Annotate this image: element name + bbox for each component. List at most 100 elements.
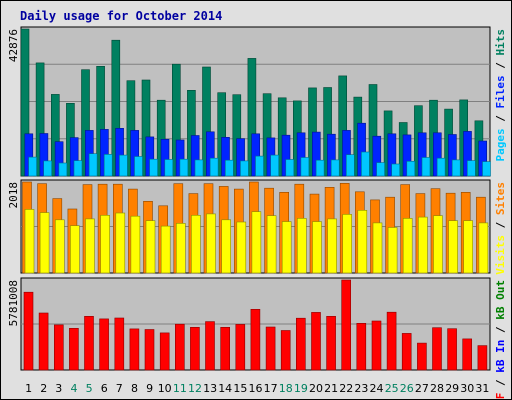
hits-panel-legend-item-4: Hits [494,29,507,56]
kbytes-panel-max-label: 5781008 [7,280,20,326]
sites-panel-legend: Visits / Sites [494,182,507,275]
hits-panel-bar-pages-day-25 [391,163,401,177]
kbytes-panel-bar-kb-f-day-20 [311,312,321,371]
day-label-4: 4 [71,382,78,395]
hits-panel-bar-pages-day-13 [209,157,219,177]
kbytes-panel-bar-kb-f-day-5 [84,315,94,371]
hits-panel-bar-pages-day-26 [406,161,416,177]
day-label-19: 19 [294,382,308,395]
kbytes-panel-legend-item-0: kB F [494,393,507,400]
hits-panel: 42876 Pages / Files / Hits [7,26,507,177]
hits-panel-bar-pages-day-20 [315,159,325,177]
day-label-9: 9 [146,382,153,395]
day-label-30: 30 [460,382,474,395]
day-label-14: 14 [218,382,232,395]
day-label-18: 18 [279,382,293,395]
day-label-27: 27 [415,382,429,395]
hits-panel-bar-pages-day-8 [134,156,143,177]
kbytes-panel-bar-kb-f-day-24 [371,320,382,371]
day-label-20: 20 [309,382,323,395]
kbytes-panel: 5781008 kB F / kB In / kB Out [7,277,507,400]
kbytes-panel-legend-item-2: kB In [494,340,507,373]
kbytes-panel-bar-kb-f-day-30 [462,338,473,371]
hits-panel-bar-pages-day-22 [345,154,355,177]
day-label-6: 6 [101,382,108,395]
kbytes-panel-bar-kb-f-day-6 [99,318,109,371]
hits-panel-bar-pages-day-23 [361,151,370,177]
kbytes-panel-bar-kb-f-day-14 [220,326,230,371]
day-label-13: 13 [203,382,217,395]
hits-panel-bar-pages-day-5 [88,153,98,177]
hits-panel-bar-pages-day-7 [119,154,128,177]
hits-panel-legend-item-2: Files [494,75,507,108]
sites-panel-bar-visits-day-18 [281,221,292,274]
hits-panel-bar-pages-day-28 [436,157,446,177]
day-label-23: 23 [354,382,368,395]
sites-panel-bar-visits-day-10 [160,225,171,274]
day-label-31: 31 [475,382,489,395]
sites-panel-bar-visits-day-15 [236,221,247,274]
day-label-2: 2 [40,382,47,395]
sites-panel-bar-visits-day-1 [24,209,35,274]
sites-panel-bar-visits-day-11 [176,223,186,274]
sites-panel-bar-visits-day-30 [463,220,474,274]
sites-panel-bar-visits-day-7 [115,212,126,274]
sites-panel-bar-visits-day-19 [296,218,307,274]
kbytes-panel-legend-item-1: / [494,373,507,393]
kbytes-panel-bar-kb-f-day-19 [295,317,306,371]
sites-panel-bar-visits-day-16 [251,211,262,274]
day-label-17: 17 [264,382,278,395]
hits-panel-bar-pages-day-2 [43,160,53,177]
sites-panel-bar-visits-day-21 [327,218,337,274]
kbytes-panel-legend: kB F / kB In / kB Out [494,280,507,400]
kbytes-panel-bar-kb-f-day-8 [129,328,140,371]
sites-panel-bar-visits-day-5 [85,218,95,274]
hits-panel-bar-pages-day-29 [451,159,461,177]
sites-panel-bar-visits-day-23 [357,210,368,274]
hits-panel-bar-pages-day-17 [270,154,280,177]
day-label-3: 3 [55,382,62,395]
sites-panel-legend-item-2: Sites [494,182,507,215]
hits-panel-bar-pages-day-19 [300,157,310,177]
hits-panel-legend: Pages / Files / Hits [494,29,507,162]
day-labels: 1 2 3 4 5 6 7 8 9 10 11 12 13 14 15 16 17 18 19 20 21 22 23 24 2… [25,382,489,395]
day-label-8: 8 [131,382,138,395]
hits-panel-bar-pages-day-9 [149,158,158,177]
day-label-29: 29 [445,382,459,395]
hits-panel-legend-item-3: / [494,56,507,76]
sites-panel-bar-visits-day-24 [372,222,383,274]
sites-panel-bar-visits-day-25 [387,227,398,274]
hits-panel-bar-pages-day-3 [58,162,68,177]
day-label-26: 26 [400,382,414,395]
sites-panel-bar-visits-day-20 [312,221,322,274]
sites-panel-bar-visits-day-12 [191,215,201,274]
kbytes-panel-bar-kb-f-day-7 [114,317,125,371]
kbytes-panel-bar-kb-f-day-4 [69,327,79,371]
kbytes-panel-bar-kb-f-day-23 [356,322,367,371]
day-label-24: 24 [370,382,384,395]
kbytes-panel-bar-kb-f-day-16 [250,308,261,371]
day-label-5: 5 [86,382,93,395]
kbytes-panel-bar-kb-f-day-1 [23,291,34,371]
kbytes-panel-bar-kb-f-day-15 [235,324,246,371]
sites-panel-bar-visits-day-8 [130,215,141,274]
day-label-11: 11 [173,382,187,395]
sites-panel-bar-visits-day-29 [448,220,458,274]
hits-panel-bar-pages-day-27 [421,157,431,177]
hits-panel-bar-pages-day-11 [179,158,189,177]
kbytes-panel-bar-kb-f-day-11 [175,323,185,371]
kbytes-panel-legend-item-3: / [494,320,507,340]
kbytes-panel-bar-kb-f-day-25 [386,311,397,371]
sites-panel-max-label: 2018 [7,182,20,209]
kbytes-panel-bar-kb-f-day-29 [447,328,457,371]
sites-panel-bar-visits-day-6 [100,215,110,274]
sites-panel-legend-item-1: / [494,215,507,235]
hits-panel-bar-pages-day-18 [285,159,295,177]
hits-panel-bar-pages-day-31 [482,161,491,177]
hits-panel-bar-pages-day-1 [28,156,37,177]
kbytes-panel-bar-kb-f-day-21 [326,315,336,371]
hits-panel-bar-pages-day-14 [225,159,234,177]
day-label-21: 21 [324,382,338,395]
